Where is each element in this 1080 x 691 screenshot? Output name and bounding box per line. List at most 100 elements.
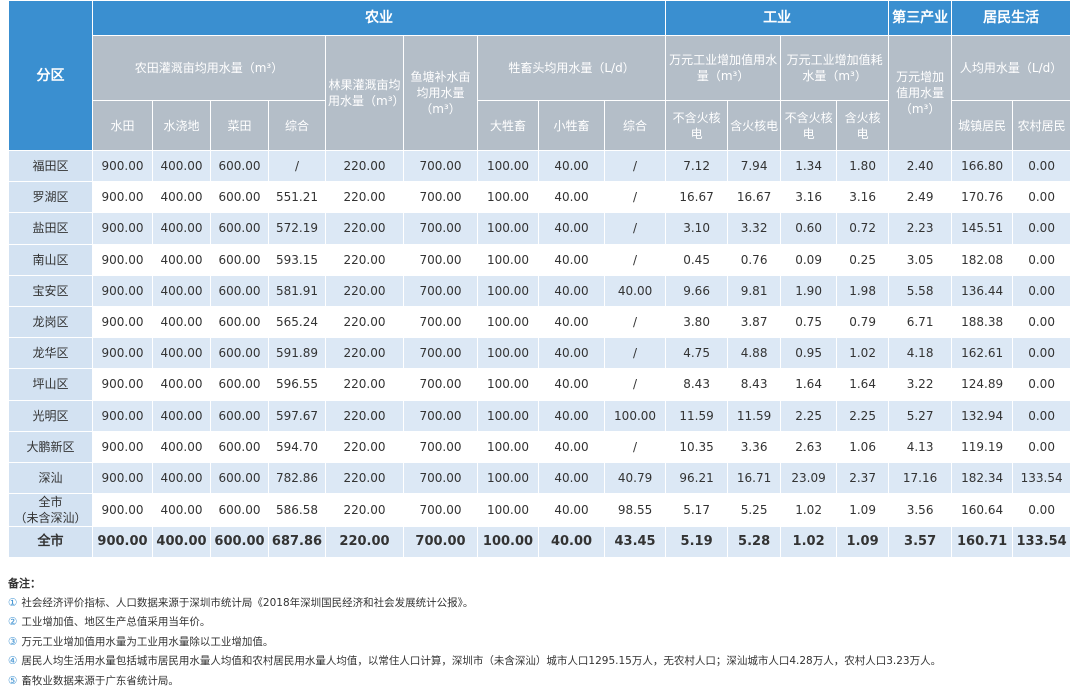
value-cell: 220.00 (326, 213, 404, 244)
value-cell: 3.87 (728, 306, 781, 337)
value-cell: 16.67 (728, 182, 781, 213)
value-cell: 2.25 (781, 400, 837, 431)
value-cell: 900.00 (93, 527, 153, 558)
value-cell: 100.00 (478, 213, 539, 244)
value-cell: 600.00 (211, 369, 269, 400)
note-marker: ① (8, 597, 17, 609)
value-cell: 5.17 (666, 494, 728, 527)
value-cell: 3.10 (666, 213, 728, 244)
value-cell: 1.02 (837, 338, 889, 369)
value-cell: 98.55 (605, 494, 666, 527)
value-cell: 1.98 (837, 275, 889, 306)
value-cell: 220.00 (326, 338, 404, 369)
value-cell: 900.00 (93, 431, 153, 462)
district-cell: 福田区 (9, 151, 93, 182)
district-cell: 龙岗区 (9, 306, 93, 337)
value-cell: 166.80 (952, 151, 1013, 182)
value-cell: 586.58 (269, 494, 326, 527)
value-cell: 5.58 (889, 275, 952, 306)
district-cell: 全市 （未含深汕） (9, 494, 93, 527)
value-cell: 23.09 (781, 462, 837, 493)
value-cell: 900.00 (93, 338, 153, 369)
value-cell: 100.00 (478, 369, 539, 400)
value-cell: 40.00 (539, 244, 605, 275)
value-cell: 597.67 (269, 400, 326, 431)
note-text: 居民人均生活用水量包括城市居民用水量人均值和农村居民用水量人均值，以常住人口计算… (21, 655, 941, 667)
value-cell: 119.19 (952, 431, 1013, 462)
value-cell: 400.00 (153, 369, 211, 400)
value-cell: 700.00 (404, 306, 478, 337)
value-cell: 400.00 (153, 338, 211, 369)
value-cell: 400.00 (153, 462, 211, 493)
value-cell: 400.00 (153, 213, 211, 244)
value-cell: 700.00 (404, 369, 478, 400)
value-cell: 4.13 (889, 431, 952, 462)
value-cell: 3.05 (889, 244, 952, 275)
value-cell: 16.71 (728, 462, 781, 493)
district-cell: 深汕 (9, 462, 93, 493)
value-cell: 100.00 (478, 400, 539, 431)
value-cell: 40.00 (539, 182, 605, 213)
value-cell: 900.00 (93, 151, 153, 182)
district-cell: 全市 (9, 527, 93, 558)
value-cell: 400.00 (153, 400, 211, 431)
value-cell: 600.00 (211, 527, 269, 558)
group-header: 农业 (93, 1, 666, 36)
value-cell: 16.67 (666, 182, 728, 213)
sub-header: 人均用水量（L/d） (952, 36, 1071, 101)
value-cell: 160.71 (952, 527, 1013, 558)
value-cell: 100.00 (478, 527, 539, 558)
value-cell: 1.02 (781, 527, 837, 558)
value-cell: / (605, 151, 666, 182)
value-cell: 10.35 (666, 431, 728, 462)
value-cell: 2.63 (781, 431, 837, 462)
leaf-header: 菜田 (211, 101, 269, 151)
value-cell: 400.00 (153, 275, 211, 306)
value-cell: 0.00 (1013, 213, 1071, 244)
value-cell: 100.00 (478, 338, 539, 369)
value-cell: 100.00 (478, 494, 539, 527)
value-cell: 40.00 (539, 462, 605, 493)
value-cell: 40.00 (539, 151, 605, 182)
value-cell: 565.24 (269, 306, 326, 337)
value-cell: 0.00 (1013, 338, 1071, 369)
value-cell: 3.16 (781, 182, 837, 213)
value-cell: 700.00 (404, 151, 478, 182)
value-cell: 600.00 (211, 494, 269, 527)
value-cell: 124.89 (952, 369, 1013, 400)
value-cell: 0.79 (837, 306, 889, 337)
value-cell: 188.38 (952, 306, 1013, 337)
value-cell: / (605, 431, 666, 462)
value-cell: 400.00 (153, 182, 211, 213)
value-cell: 40.00 (605, 275, 666, 306)
value-cell: 900.00 (93, 306, 153, 337)
value-cell: 600.00 (211, 431, 269, 462)
value-cell: / (605, 244, 666, 275)
value-cell: 0.00 (1013, 151, 1071, 182)
value-cell: 4.88 (728, 338, 781, 369)
sub-header: 鱼塘补水亩均用水量（m³） (404, 36, 478, 151)
district-cell: 坪山区 (9, 369, 93, 400)
value-cell: 700.00 (404, 338, 478, 369)
value-cell: 0.75 (781, 306, 837, 337)
note-text: 社会经济评价指标、人口数据来源于深圳市统计局《2018年深圳国民经济和社会发展统… (21, 597, 473, 609)
value-cell: 700.00 (404, 244, 478, 275)
value-cell: 1.64 (837, 369, 889, 400)
leaf-header: 大牲畜 (478, 101, 539, 151)
leaf-header: 农村居民 (1013, 101, 1071, 151)
value-cell: 1.34 (781, 151, 837, 182)
value-cell: 700.00 (404, 431, 478, 462)
value-cell: 3.80 (666, 306, 728, 337)
value-cell: 0.00 (1013, 182, 1071, 213)
value-cell: 400.00 (153, 527, 211, 558)
note-marker: ⑤ (8, 675, 17, 687)
district-cell: 南山区 (9, 244, 93, 275)
value-cell: 100.00 (478, 182, 539, 213)
value-cell: 17.16 (889, 462, 952, 493)
